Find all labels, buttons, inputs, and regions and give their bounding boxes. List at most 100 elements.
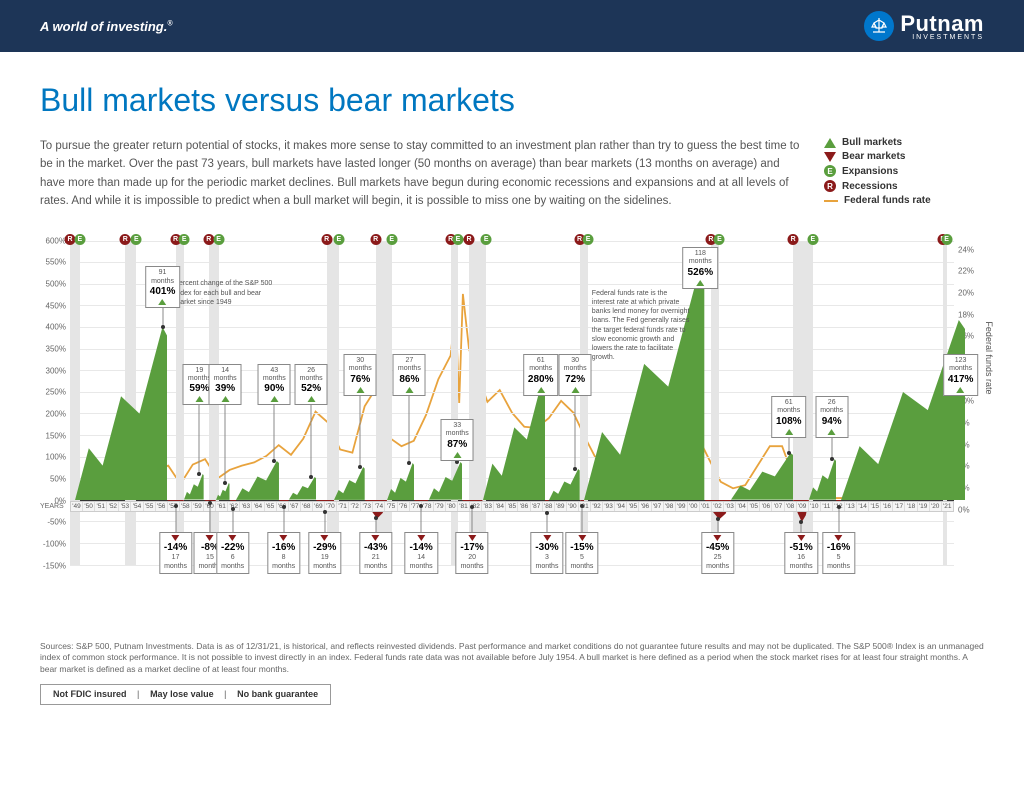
chart: -150%-100%-50%0%50%100%150%200%250%300%3… — [40, 226, 984, 626]
year-tick: '93 — [603, 502, 615, 511]
year-tick: '86 — [518, 502, 530, 511]
year-tick: '97 — [652, 502, 664, 511]
bear-callout: -45%25months — [701, 532, 734, 574]
logo: Putnam INVESTMENTS — [864, 11, 984, 41]
expansion-marker: E — [333, 234, 344, 245]
bull-callout: 118months526% — [683, 247, 719, 289]
bull-market-shape — [841, 320, 965, 500]
year-tick: '17 — [893, 502, 905, 511]
chart-note: Federal funds rate is the interest rate … — [592, 289, 692, 362]
year-tick: '67 — [289, 502, 301, 511]
year-tick: '83 — [482, 502, 494, 511]
year-tick: '02 — [712, 502, 724, 511]
recession-band — [327, 241, 339, 565]
bull-market-shape — [809, 459, 836, 500]
year-tick: '13 — [845, 502, 857, 511]
year-tick: '70 — [325, 502, 337, 511]
year-tick: '19 — [918, 502, 930, 511]
year-tick: '98 — [664, 502, 676, 511]
expansion-marker: E — [481, 234, 492, 245]
expansion-icon: E — [824, 165, 836, 177]
legend-fed: Federal funds rate — [824, 195, 984, 206]
expansion-marker: E — [583, 234, 594, 245]
expansion-marker: E — [714, 234, 725, 245]
bull-callout: 61months280% — [523, 354, 559, 396]
year-tick: '09 — [797, 502, 809, 511]
page-title: Bull markets versus bear markets — [40, 82, 984, 119]
year-tick: '01 — [700, 502, 712, 511]
bull-market-shape — [549, 469, 580, 500]
legend: Bull markets Bear markets EExpansions RR… — [824, 137, 984, 211]
expansion-marker: E — [213, 234, 224, 245]
triangle-up-icon — [824, 138, 836, 148]
year-tick: '61 — [216, 502, 228, 511]
expansion-marker: E — [386, 234, 397, 245]
bull-callout: 26months94% — [815, 396, 848, 438]
year-tick: '76 — [398, 502, 410, 511]
bear-callout: -43%21months — [359, 532, 392, 574]
year-tick: '85 — [506, 502, 518, 511]
legend-bull: Bull markets — [824, 137, 984, 148]
bear-callout: -30%3months — [530, 532, 563, 574]
bear-callout: -16%5months — [822, 532, 855, 574]
recession-marker: R — [321, 234, 332, 245]
bear-callout: -17%20months — [455, 532, 488, 574]
y-axis-left: -150%-100%-50%0%50%100%150%200%250%300%3… — [40, 241, 68, 566]
year-tick: '06 — [760, 502, 772, 511]
bear-callout: -29%19months — [308, 532, 341, 574]
bull-callout: 27months86% — [393, 354, 426, 396]
bull-callout: 91months401% — [145, 266, 181, 308]
year-tick: '52 — [107, 502, 119, 511]
bear-callout: -14%17months — [159, 532, 192, 574]
bull-callout: 61months108% — [771, 396, 807, 438]
bull-callout: 33months87% — [441, 419, 474, 461]
year-tick: '64 — [252, 502, 264, 511]
bull-market-shape — [236, 461, 279, 500]
bull-market-shape — [216, 483, 230, 500]
year-tick: '87 — [531, 502, 543, 511]
year-tick: '90 — [567, 502, 579, 511]
year-tick: '78 — [422, 502, 434, 511]
bull-market-shape — [184, 474, 204, 499]
logo-sub: INVESTMENTS — [900, 34, 984, 41]
year-tick: '75 — [385, 502, 397, 511]
year-tick: '04 — [736, 502, 748, 511]
expansion-marker: E — [807, 234, 818, 245]
recession-marker: R — [120, 234, 131, 245]
disclaimer-item: Not FDIC insured — [49, 689, 131, 699]
bull-callout: 30months76% — [344, 354, 377, 396]
year-tick: '92 — [591, 502, 603, 511]
year-tick: '73 — [361, 502, 373, 511]
intro-text: To pursue the greater return potential o… — [40, 137, 804, 211]
bull-callout: 30months72% — [559, 354, 592, 396]
year-tick: '72 — [349, 502, 361, 511]
year-tick: '56 — [156, 502, 168, 511]
year-tick: '08 — [785, 502, 797, 511]
year-tick: '96 — [639, 502, 651, 511]
recession-marker: R — [788, 234, 799, 245]
recession-band — [451, 241, 458, 565]
x-axis-years: '49'50'51'52'53'54'55'56'57'58'59'60'61'… — [70, 501, 954, 512]
bull-callout: 123months417% — [943, 354, 979, 396]
source-text: Sources: S&P 500, Putnam Investments. Da… — [40, 641, 984, 677]
bear-callout: -15%5months — [565, 532, 598, 574]
expansion-marker: E — [131, 234, 142, 245]
year-tick: '53 — [119, 502, 131, 511]
year-tick: '81 — [458, 502, 470, 511]
year-tick: '15 — [869, 502, 881, 511]
expansion-marker: E — [179, 234, 190, 245]
bear-callout: -16%8months — [267, 532, 300, 574]
expansion-marker: E — [74, 234, 85, 245]
expansion-marker: E — [941, 234, 952, 245]
year-tick: '18 — [905, 502, 917, 511]
scales-icon — [864, 11, 894, 41]
bull-market-shape — [429, 462, 462, 500]
year-tick: '51 — [95, 502, 107, 511]
year-tick: '54 — [131, 502, 143, 511]
year-tick: '84 — [494, 502, 506, 511]
year-tick: '99 — [676, 502, 688, 511]
year-tick: '80 — [446, 502, 458, 511]
year-tick: '71 — [337, 502, 349, 511]
bull-market-shape — [289, 477, 316, 499]
disclaimer-item: No bank guarantee — [233, 689, 322, 699]
